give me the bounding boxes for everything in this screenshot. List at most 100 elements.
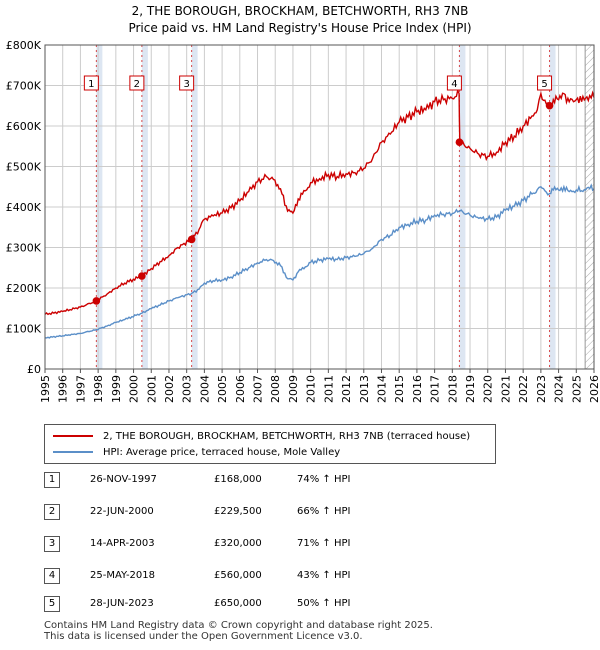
transaction-hpi: 50% ↑ HPI [297,598,351,609]
x-tick-label: 2013 [358,375,371,403]
footer-licence: This data is licensed under the Open Gov… [44,631,363,642]
x-tick-label: 2015 [393,375,406,403]
transaction-point [545,101,554,110]
legend-entry-hpi: HPI: Average price, terraced house, Mole… [53,444,340,460]
transaction-box [83,75,99,91]
transaction-hpi: 74% ↑ HPI [297,474,351,485]
x-tick-label: 2000 [128,375,141,403]
transaction-date: 25-MAY-2018 [90,570,156,581]
transaction-box-label: 1 [88,79,94,90]
transaction-number: 2 [44,504,60,520]
transaction-row: 5 28-JUN-2023 £650,000 50% ↑ HPI [44,596,464,612]
transaction-box [129,75,145,91]
transaction-point [187,235,196,244]
y-tick-label: £100K [6,323,42,336]
transaction-point [92,297,101,305]
transaction-point [455,138,464,146]
transaction-date: 22-JUN-2000 [90,506,154,517]
x-tick-label: 2002 [163,375,176,403]
transaction-box [446,75,462,91]
transaction-row: 3 14-APR-2003 £320,000 71% ↑ HPI [44,536,464,552]
transaction-marker-lines [95,45,551,369]
legend-swatch-hpi [53,451,93,453]
x-tick-label: 2020 [482,375,495,403]
x-tick-label: 2014 [375,375,388,403]
legend: 2, THE BOROUGH, BROCKHAM, BETCHWORTH, RH… [44,424,496,464]
x-tick-label: 2006 [234,375,247,403]
transaction-row: 1 26-NOV-1997 £168,000 74% ↑ HPI [44,472,464,488]
grid-lines [44,44,595,370]
x-tick-label: 2025 [570,375,583,403]
x-tick-label: 2019 [464,375,477,403]
transaction-row: 4 25-MAY-2018 £560,000 43% ↑ HPI [44,568,464,584]
x-tick-label: 2010 [305,375,318,403]
x-tick-label: 1999 [110,375,123,403]
chart-title: 2, THE BOROUGH, BROCKHAM, BETCHWORTH, RH… [0,3,600,37]
x-tick-label: 2008 [269,375,282,403]
y-tick-label: £600K [6,120,42,133]
legend-entry-property: 2, THE BOROUGH, BROCKHAM, BETCHWORTH, RH… [53,428,470,444]
transaction-box-label: 5 [541,79,547,90]
series-lines [44,88,595,339]
transaction-box-label: 2 [134,79,140,90]
x-tick-label: 2023 [535,375,548,403]
x-tick-label: 2018 [446,375,459,403]
y-tick-labels: £0 £100K £200K £300K £400K £500K £600K £700K £80… [6,39,42,376]
title-line-2: Price paid vs. HM Land Registry's House … [128,21,472,35]
y-tick-label: £500K [6,161,42,174]
x-tick-label: 2026 [588,375,600,403]
legend-swatch-property [53,435,93,437]
transaction-hpi: 66% ↑ HPI [297,506,351,517]
y-tick-label: £700K [6,80,42,93]
transaction-price: £168,000 [214,474,262,485]
transaction-number-boxes: 1 2 3 4 5 [83,75,553,91]
plot-frame [44,44,595,370]
series-line-hpi [44,183,595,339]
y-tick-label: £0 [27,363,41,376]
transaction-number: 1 [44,472,60,488]
transaction-number: 4 [44,568,60,584]
transaction-date: 14-APR-2003 [90,538,155,549]
legend-label-hpi: HPI: Average price, terraced house, Mole… [103,446,341,458]
y-tick-label: £200K [6,282,42,295]
axes [44,44,595,370]
x-tick-label: 2011 [322,375,335,403]
price-chart: 1 2 3 4 5 £0 £100K £200K £300K £400K £500K £600K £7… [6,39,600,403]
x-tick-label: 2004 [198,375,211,403]
x-tick-label: 2007 [252,375,265,403]
x-tick-label: 1998 [92,375,105,403]
x-tick-label: 2024 [553,375,566,403]
x-tick-label: 2017 [429,375,442,403]
x-tick-label: 2012 [340,375,353,403]
x-tick-label: 1997 [74,375,87,403]
transaction-date: 28-JUN-2023 [90,598,154,609]
x-tick-label: 2003 [181,375,194,403]
x-tick-label: 2021 [499,375,512,403]
y-tick-label: £800K [6,39,42,52]
y-tick-label: £300K [6,242,42,255]
transaction-price: £650,000 [214,598,262,609]
y-tick-label: £400K [6,201,42,214]
transaction-date: 26-NOV-1997 [90,474,157,485]
x-tick-label: 1995 [39,375,52,403]
transaction-box-label: 3 [183,79,189,90]
transaction-box-label: 4 [451,79,457,90]
legend-label-property: 2, THE BOROUGH, BROCKHAM, BETCHWORTH, RH… [103,430,471,442]
transaction-number: 3 [44,536,60,552]
footer: Contains HM Land Registry data © Crown c… [44,620,433,642]
transaction-hpi: 43% ↑ HPI [297,570,351,581]
x-tick-label: 2005 [216,375,229,403]
x-tick-labels: 1995 1996 1997 1998 1999 2000 2001 2002 2003 2004… [39,369,600,403]
transaction-price: £320,000 [214,538,262,549]
transaction-price: £229,500 [214,506,262,517]
transaction-points [92,101,554,305]
transaction-hpi: 71% ↑ HPI [297,538,351,549]
x-tick-label: 2016 [411,375,424,403]
transaction-row: 2 22-JUN-2000 £229,500 66% ↑ HPI [44,504,464,520]
transaction-box [537,75,553,91]
x-tick-label: 2022 [517,375,530,403]
x-tick-label: 1996 [57,375,70,403]
x-tick-label: 2001 [145,375,158,403]
projection-hatch-area [585,45,594,369]
footer-copyright: Contains HM Land Registry data © Crown c… [44,620,433,631]
